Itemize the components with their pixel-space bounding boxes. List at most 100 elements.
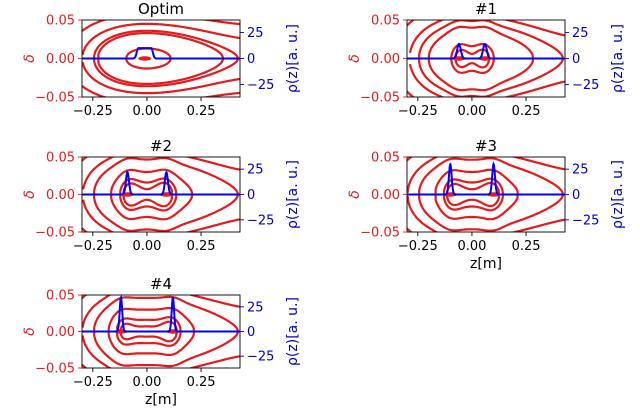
y-left-tick-label: 0.00 [46,325,75,340]
contour-2 [443,177,505,212]
y-right-label: ρ(z)[a. u.] [285,24,301,93]
separatrix-contour [418,157,564,232]
x-tick-label: 0.25 [512,104,541,119]
y-left-tick-label: 0.00 [46,52,75,67]
x-tick-label: −0.25 [398,239,438,254]
y-right-tick-label: 0 [247,52,255,67]
x-tick-label: 0.25 [187,239,216,254]
panel-title: #4 [150,275,172,293]
y-left-tick-label: 0.05 [371,151,400,166]
panel-1: −0.25 0.00 0.25 0.05 0.00 −0.05 25 0 −25 Optim δ ρ(… [22,0,301,119]
y-right-tick-label: 25 [247,300,264,315]
y-right-label: ρ(z)[a. u.] [285,160,301,229]
contour-1 [107,307,195,356]
contour-3 [122,181,173,208]
x-tick-label: 0.25 [512,239,541,254]
density-curve [407,161,565,196]
y-left-tick-label: 0.00 [371,188,400,203]
contour-3 [446,181,500,208]
contour-2 [116,316,182,347]
y-left-tick-label: 0.05 [46,151,75,166]
y-left-tick-label: −0.05 [35,91,75,106]
bunch-core [138,56,152,61]
y-left-tick-label: 0.00 [46,188,75,203]
y-right-tick-label: 0 [572,52,580,67]
density-curve [407,42,565,60]
x-tick-label: 0.00 [132,104,161,119]
outer-contour [82,85,240,97]
y-left-tick-label: −0.05 [35,226,75,241]
density-curve [82,295,240,333]
y-left-label: δ [22,327,38,336]
outer-contour [82,199,240,232]
outer-contour [82,335,240,368]
y-right-tick-label: 25 [572,163,589,178]
x-tick-label: −0.25 [398,104,438,119]
panel-3: −0.25 0.00 0.25 0.05 0.00 −0.05 25 0 −25 #2 δ ρ(z)[… [22,137,301,254]
x-tick-label: 0.00 [457,104,486,119]
outer-contour [407,157,565,194]
y-left-label: δ [22,54,38,63]
y-right-label: ρ(z)[a. u.] [610,160,626,229]
plot-area [82,20,240,97]
y-right-tick-label: 0 [572,188,580,203]
x-tick-label: −0.25 [73,375,113,390]
contour-2 [119,177,178,212]
x-tick-label: 0.25 [187,375,216,390]
y-right-tick-label: −25 [247,350,274,365]
outer-contour [407,195,565,232]
outer-contour [408,63,565,97]
panel-5: −0.25 0.00 0.25 0.05 0.00 −0.05 25 0 −25 #4 δ ρ(z)[… [22,275,301,408]
plot-area [407,20,565,97]
y-left-label: δ [347,190,363,199]
y-right-tick-label: −25 [572,78,599,93]
x-tick-label: 0.00 [457,239,486,254]
y-left-label: δ [347,54,363,63]
x-tick-label: 0.00 [132,239,161,254]
y-right-tick-label: 25 [247,163,264,178]
y-right-tick-label: 25 [247,26,264,41]
outer-contour [82,61,240,95]
outer-contour [82,20,240,32]
x-tick-label: −0.25 [73,104,113,119]
y-right-tick-label: −25 [247,213,274,228]
panel-2: −0.25 0.00 0.25 0.05 0.00 −0.05 25 0 −25 #1 δ ρ(z)[… [347,0,626,119]
x-label: z[m] [145,392,177,408]
density-curve [82,170,240,196]
contour-1 [427,25,534,92]
panel-4: −0.25 0.00 0.25 0.05 0.00 −0.05 25 0 −25 #3 δ ρ(z)[… [347,137,626,272]
y-left-tick-label: 0.00 [371,52,400,67]
contour-1 [434,168,519,221]
x-tick-label: −0.25 [73,239,113,254]
contour-1 [110,168,194,221]
y-right-tick-label: −25 [247,78,274,93]
separatrix-contour [93,29,239,88]
y-left-tick-label: 0.05 [46,14,75,29]
y-right-tick-label: 25 [572,26,589,41]
panel-title: #2 [150,137,172,155]
x-tick-label: 0.25 [187,104,216,119]
plot-area [407,157,565,232]
y-left-tick-label: −0.05 [360,91,400,106]
outer-contour [82,22,240,56]
density-curve [82,47,240,60]
plot-area [82,295,240,368]
separatrix-contour [93,157,239,232]
y-left-tick-label: 0.05 [46,289,75,304]
separatrix-contour [93,295,239,368]
y-left-tick-label: −0.05 [360,226,400,241]
y-left-label: δ [22,190,38,199]
y-right-tick-label: 0 [247,188,255,203]
panel-title: Optim [138,0,184,18]
plot-area [82,157,240,232]
x-tick-label: 0.00 [132,375,161,390]
y-left-tick-label: −0.05 [35,362,75,377]
x-label: z[m] [470,256,502,272]
y-right-label: ρ(z)[a. u.] [285,297,301,366]
separatrix-contour [418,20,564,97]
panel-title: #3 [475,137,497,155]
y-left-tick-label: 0.05 [371,14,400,29]
outer-contour [82,295,240,328]
outer-contour [408,20,565,54]
